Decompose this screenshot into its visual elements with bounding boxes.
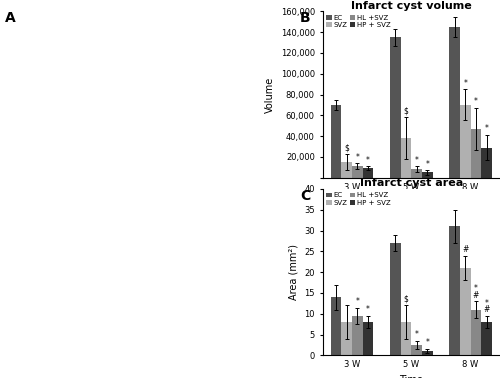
Text: *: * [474,284,478,293]
Bar [352,166,362,178]
Bar [422,172,432,178]
Text: *: * [484,299,488,308]
X-axis label: Time: Time [400,197,423,207]
Y-axis label: Area (mm²): Area (mm²) [288,244,298,300]
Text: #: # [484,305,490,314]
Text: C: C [300,189,310,203]
Bar [470,310,482,355]
Bar [362,168,374,178]
Text: *: * [464,79,467,88]
Title: Infarct cyst area: Infarct cyst area [360,178,463,188]
Bar [460,268,470,355]
Text: *: * [426,160,429,169]
Text: $: $ [344,143,349,152]
Legend: EC, SVZ, HL +SVZ, HP + SVZ: EC, SVZ, HL +SVZ, HP + SVZ [326,192,391,206]
Text: B: B [300,11,310,25]
Text: *: * [414,330,418,339]
Bar [411,345,422,355]
Bar [341,322,352,355]
Bar [482,147,492,178]
Text: *: * [426,338,429,347]
Text: *: * [356,153,359,161]
Text: $: $ [404,295,408,304]
Bar [411,169,422,178]
Bar [400,138,411,178]
Text: #: # [472,291,479,300]
Text: $: $ [404,107,408,116]
Text: #: # [462,245,468,254]
Bar [341,162,352,178]
Bar [390,243,400,355]
Text: A: A [5,11,16,25]
Text: *: * [356,297,359,306]
Bar [449,27,460,178]
Bar [460,105,470,178]
Text: *: * [474,98,478,107]
Bar [330,105,341,178]
Text: *: * [414,156,418,165]
Text: *: * [484,124,488,133]
Legend: EC, SVZ, HL +SVZ, HP + SVZ: EC, SVZ, HL +SVZ, HP + SVZ [326,15,391,28]
Title: Infarct cyst volume: Infarct cyst volume [351,0,472,11]
Bar [330,297,341,355]
Bar [362,322,374,355]
Bar [390,37,400,178]
Bar [352,316,362,355]
Bar [400,322,411,355]
X-axis label: Time: Time [400,375,423,378]
Text: *: * [366,156,370,165]
Bar [470,129,482,178]
Bar [482,322,492,355]
Bar [449,226,460,355]
Bar [422,351,432,355]
Y-axis label: Volume: Volume [265,76,275,113]
Text: *: * [366,305,370,314]
